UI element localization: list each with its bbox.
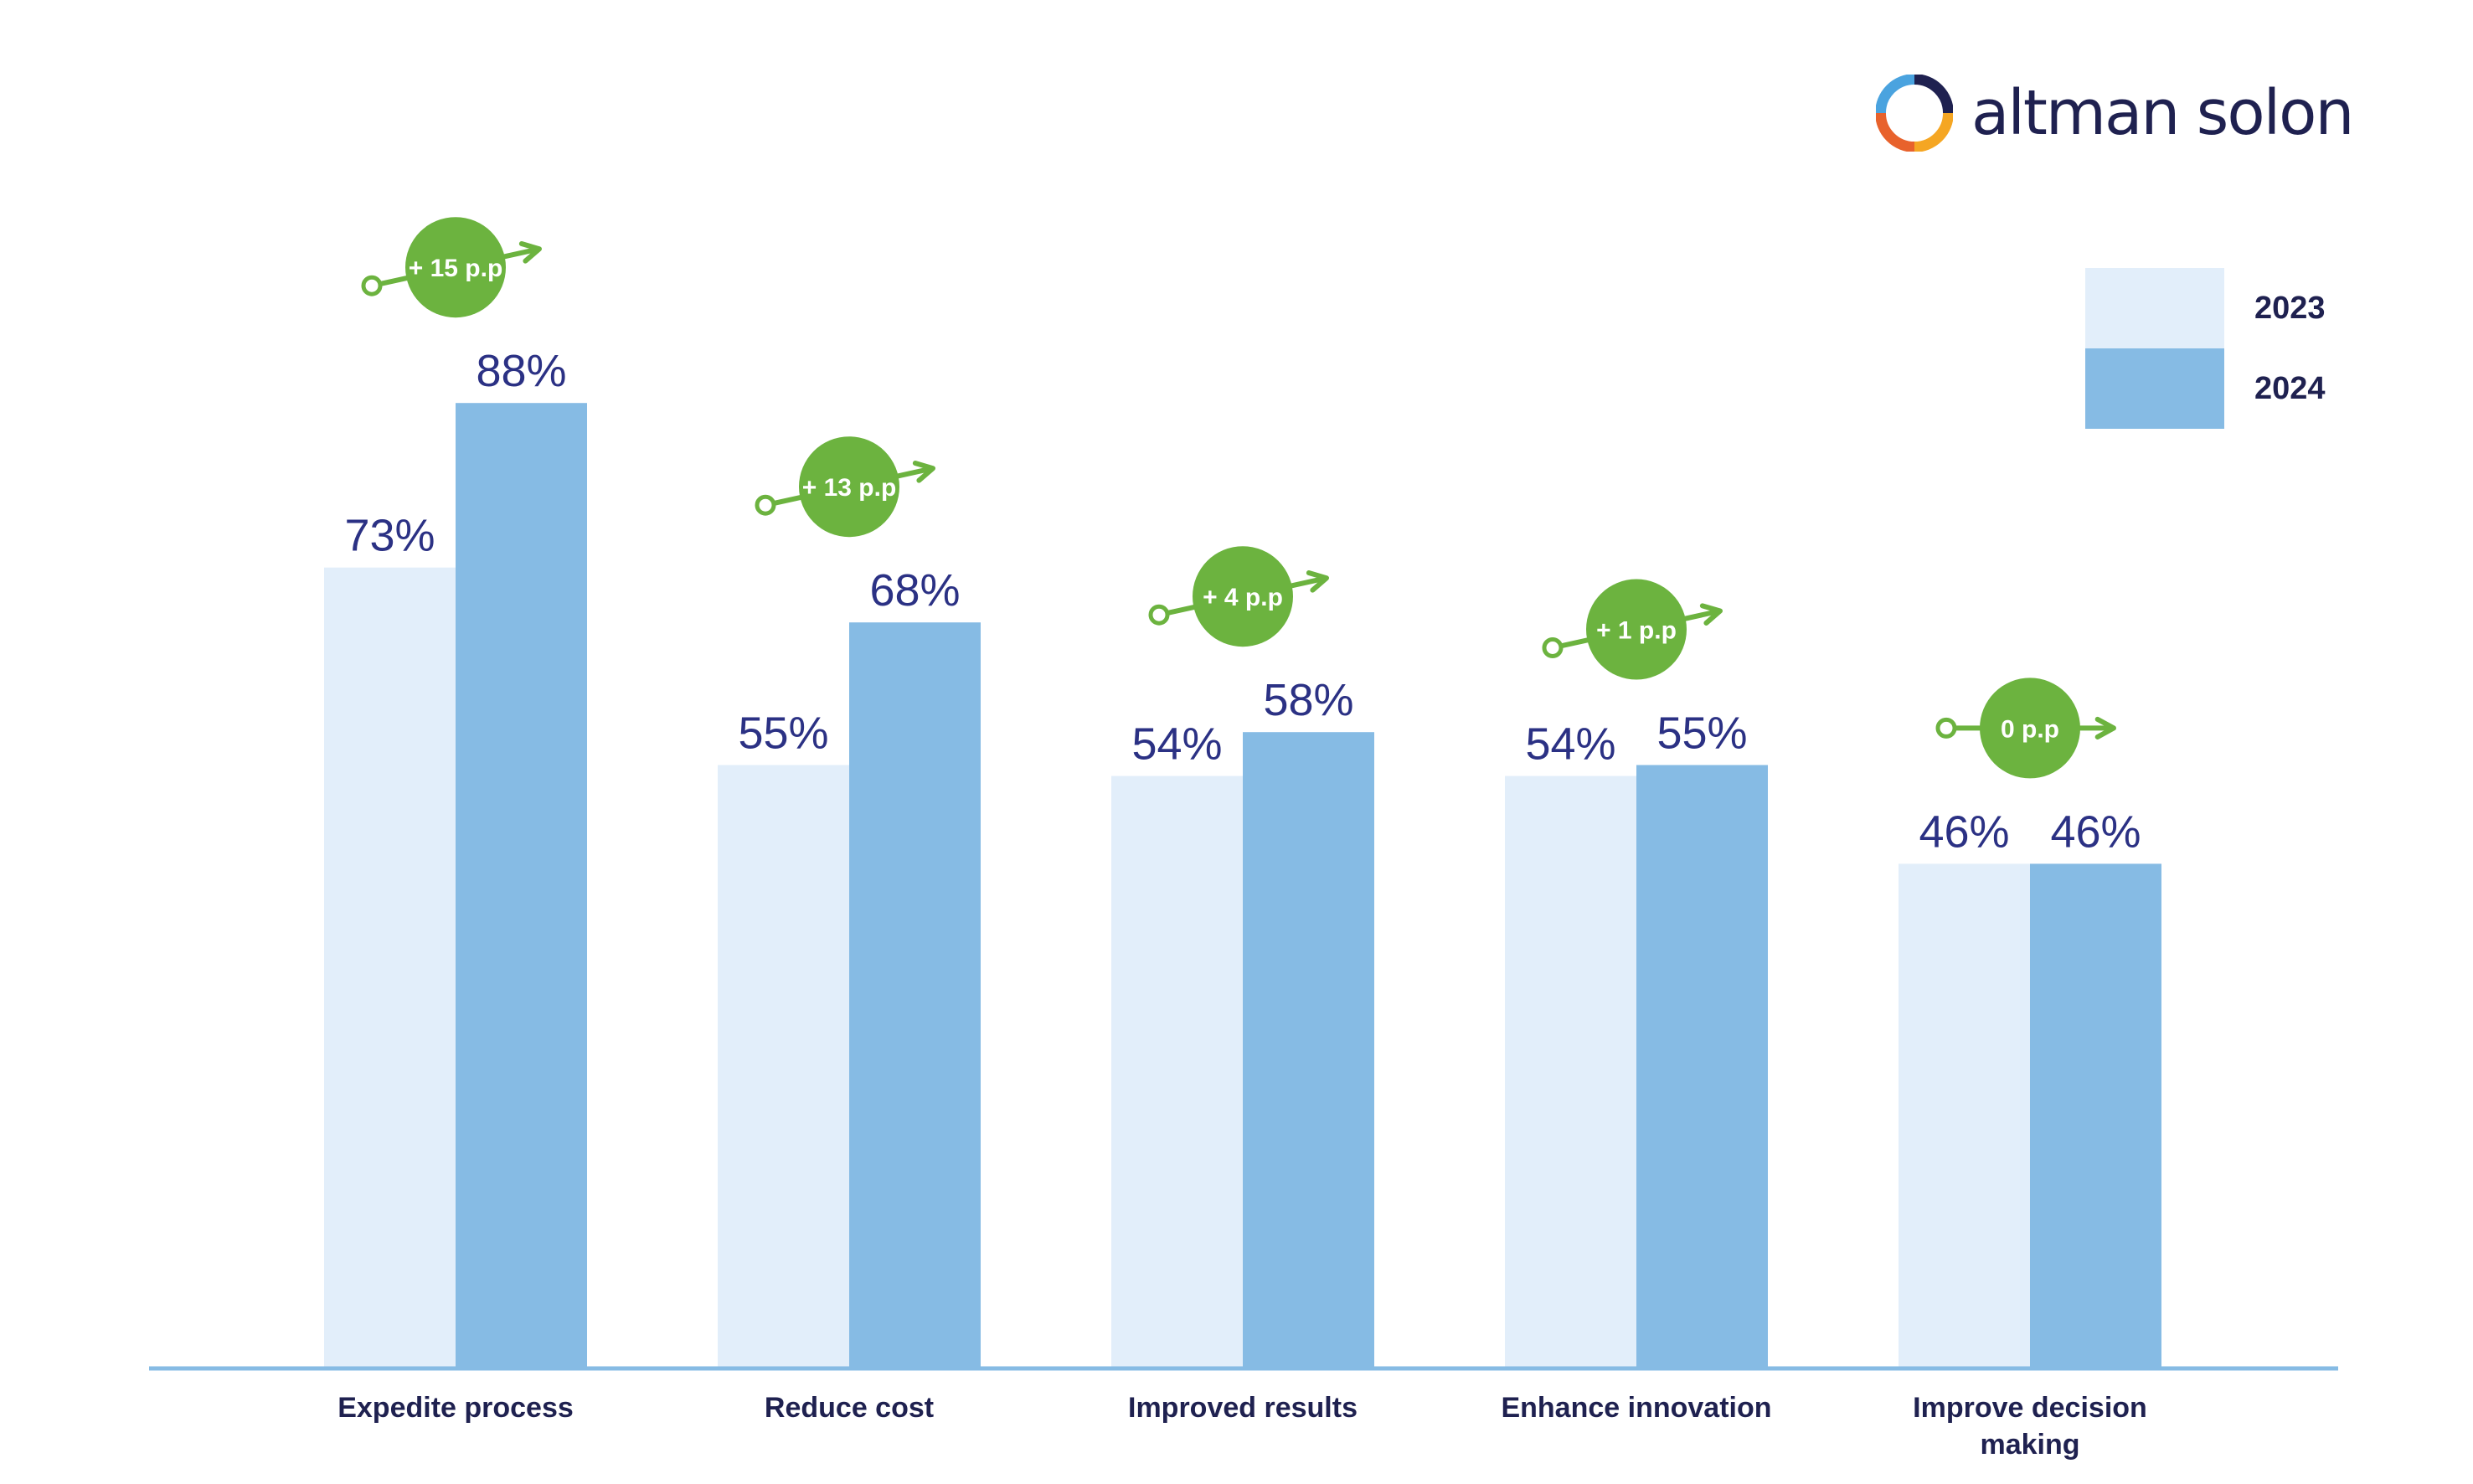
trend-arrow-start-icon xyxy=(1148,604,1170,626)
trend-arrow-head-icon xyxy=(1306,570,1329,593)
trend-arrow-start-icon xyxy=(1935,717,1957,739)
bar-2024-2 xyxy=(1243,732,1374,1368)
legend-swatch-2023 xyxy=(2085,268,2224,348)
bar-2023-2 xyxy=(1111,775,1243,1368)
trend-arrow-head-icon xyxy=(518,241,542,264)
bars-layer xyxy=(324,403,2161,1369)
change-badge-2: + 4 p.p xyxy=(1148,546,1329,647)
legend-label-2024: 2024 xyxy=(2254,370,2326,406)
change-badge-circle xyxy=(1980,678,2080,779)
change-badge-0: + 15 p.p xyxy=(361,217,542,318)
change-badge-label: 0 p.p xyxy=(2001,715,2059,743)
value-label-2024-1: 68% xyxy=(869,565,960,616)
bar-2024-3 xyxy=(1636,765,1768,1368)
change-badge-circle xyxy=(1586,579,1687,680)
value-label-2023-3: 54% xyxy=(1525,719,1615,770)
trend-arrow-head-icon xyxy=(2094,716,2116,739)
bar-2023-1 xyxy=(718,765,849,1368)
category-label-4: making xyxy=(1980,1429,2079,1461)
brand-logo: altman solon xyxy=(1876,67,2354,159)
trend-arrow-start-icon xyxy=(755,494,776,516)
bar-2023-3 xyxy=(1505,775,1636,1368)
logo-mark-icon xyxy=(1876,75,1953,152)
bar-2023-4 xyxy=(1899,863,2030,1368)
trend-arrow-head-icon xyxy=(1699,603,1723,626)
legend-swatch-2024 xyxy=(2085,348,2224,429)
legend: 2023 2024 xyxy=(2085,268,2326,429)
change-badge-1: + 13 p.p xyxy=(755,436,935,538)
change-badge-4: 0 p.p xyxy=(1935,678,2116,779)
category-label-4: Improve decision xyxy=(1913,1392,2147,1424)
change-badge-circle xyxy=(405,217,506,318)
brand-name: altman solon xyxy=(1971,77,2354,149)
category-label-0: Expedite process xyxy=(337,1392,574,1424)
bar-2024-1 xyxy=(849,622,981,1368)
trend-arrow-start-icon xyxy=(361,275,383,296)
change-badge-label: + 15 p.p xyxy=(409,255,503,282)
change-badge-label: + 4 p.p xyxy=(1203,584,1283,611)
value-label-2024-0: 88% xyxy=(476,346,566,396)
category-label-1: Reduce cost xyxy=(765,1392,934,1424)
category-label-3: Enhance innovation xyxy=(1501,1392,1771,1424)
value-label-2024-3: 55% xyxy=(1656,709,1747,759)
trend-arrow-start-icon xyxy=(1542,637,1564,658)
legend-item-2023: 2023 xyxy=(2085,268,2326,348)
value-labels-layer: 73% 88% 55% 68% 54% 58% 54% 55% 46% 46% xyxy=(344,346,2141,857)
change-badges-layer: + 15 p.p + 13 p.p + 4 p.p + 1 p.p 0 p.p xyxy=(361,217,2116,779)
trend-arrow-head-icon xyxy=(912,461,935,483)
change-badge-circle xyxy=(799,436,899,538)
bar-2024-0 xyxy=(456,403,587,1369)
value-label-2024-2: 58% xyxy=(1263,675,1353,725)
change-badge-label: + 13 p.p xyxy=(802,474,897,502)
value-label-2023-2: 54% xyxy=(1131,719,1222,770)
category-label-2: Improved results xyxy=(1128,1392,1358,1424)
value-label-2024-4: 46% xyxy=(2050,806,2141,857)
bar-2023-0 xyxy=(324,567,456,1368)
value-label-2023-4: 46% xyxy=(1919,806,2009,857)
bar-2024-4 xyxy=(2030,863,2161,1368)
category-labels-layer: Expedite process Reduce cost Improved resu… xyxy=(337,1392,2147,1461)
value-label-2023-0: 73% xyxy=(344,511,435,561)
legend-item-2024: 2024 xyxy=(2085,348,2326,429)
change-badge-circle xyxy=(1193,546,1293,647)
change-badge-3: + 1 p.p xyxy=(1542,579,1723,680)
change-badge-label: + 1 p.p xyxy=(1596,617,1677,645)
legend-label-2023: 2023 xyxy=(2254,290,2326,326)
value-label-2023-1: 55% xyxy=(738,709,828,759)
